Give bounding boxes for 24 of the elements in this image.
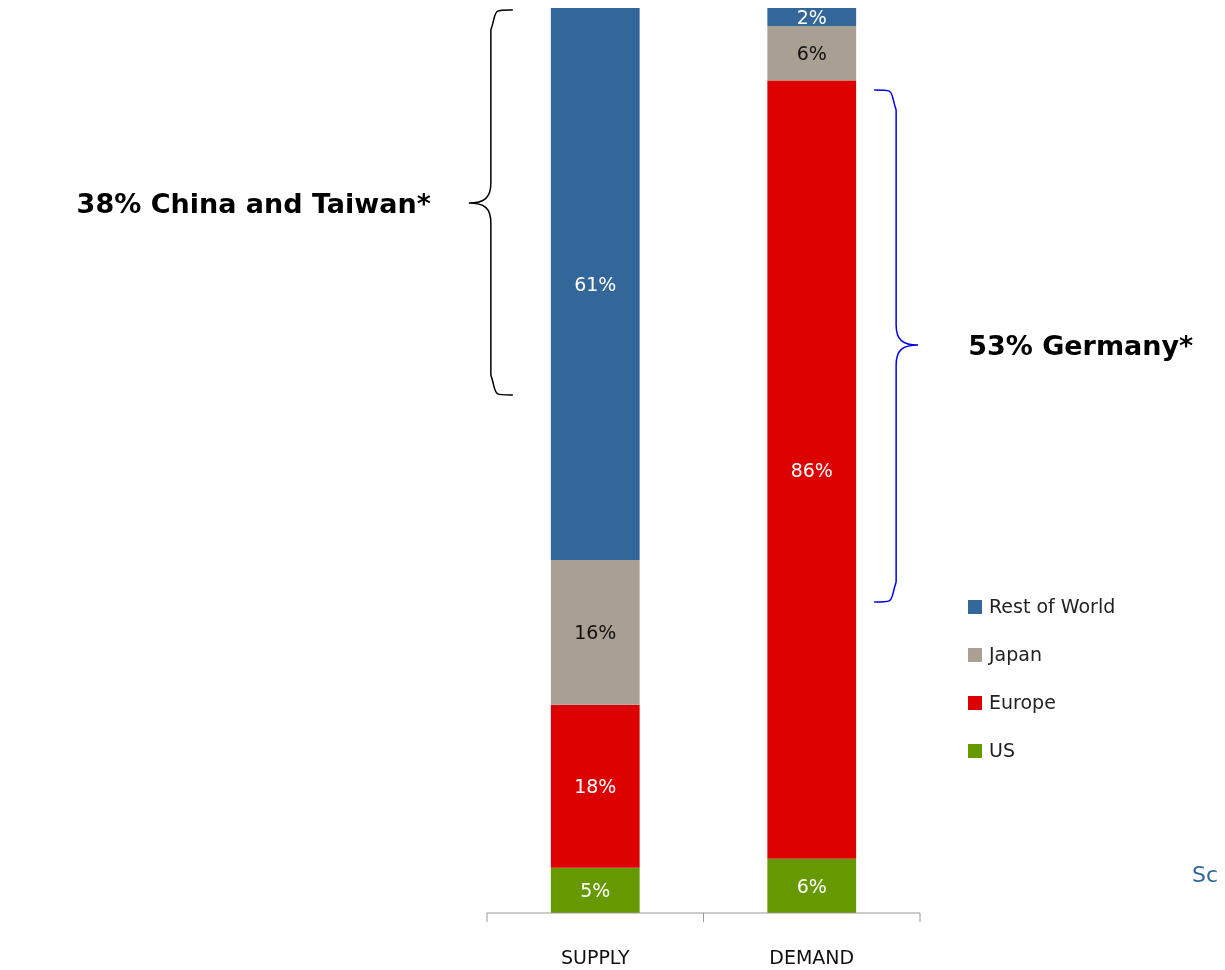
data-label: 61% — [574, 273, 617, 296]
bar — [767, 858, 857, 913]
text: 38% China and Taiwan* — [76, 188, 431, 219]
bar — [550, 867, 640, 913]
data-label: 5% — [580, 879, 611, 902]
legend-label: Japan — [988, 643, 1042, 665]
data-label: 6% — [796, 42, 827, 65]
legend-label: Europe — [989, 691, 1056, 713]
legend-label: Rest of World — [989, 595, 1116, 617]
bar — [767, 26, 857, 81]
data-label: 86% — [790, 458, 833, 481]
bar — [767, 80, 857, 859]
data-label: 16% — [574, 621, 617, 644]
bar — [550, 560, 640, 705]
text: Sc — [1191, 862, 1218, 887]
data-label: 2% — [796, 6, 827, 29]
x-tick-label: DEMAND — [769, 946, 855, 968]
text: 53% Germany* — [968, 330, 1194, 361]
bar — [550, 8, 640, 561]
legend-label: US — [989, 739, 1015, 761]
data-label: 6% — [796, 874, 827, 897]
data-label: 18% — [574, 775, 617, 798]
x-tick-label: SUPPLY — [560, 946, 630, 968]
bar — [550, 704, 640, 868]
